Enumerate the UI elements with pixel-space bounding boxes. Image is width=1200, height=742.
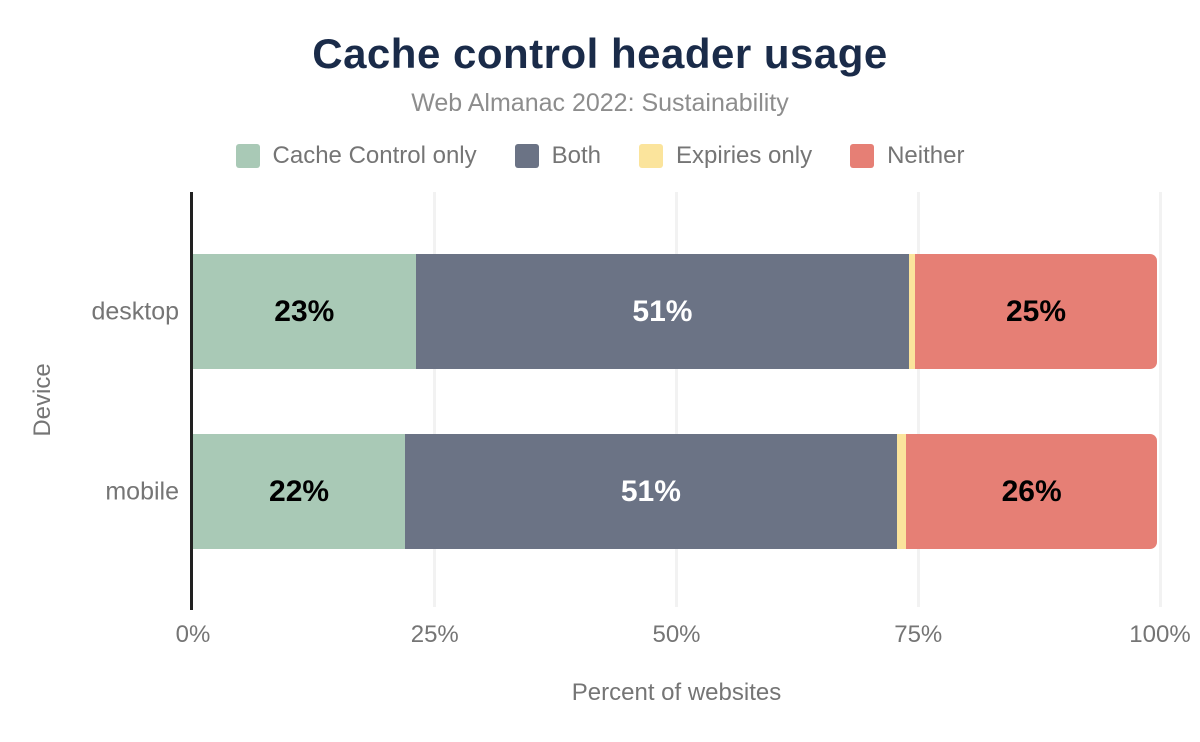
chart-subtitle: Web Almanac 2022: Sustainability [411, 89, 789, 117]
plot-area: Percent of websites Device 0% 25% 50% 75% 10… [29, 192, 1191, 706]
bar-row: 22% 51% 26% [193, 434, 1157, 549]
legend-label: Cache Control only [272, 142, 477, 169]
bar-value-label: 23% [274, 294, 335, 328]
gridline [433, 192, 437, 607]
bar-segment: 51% [405, 434, 897, 549]
x-axis-title: Percent of websites [571, 679, 782, 706]
gridline [916, 192, 920, 607]
bar-segment: 51% [415, 254, 910, 369]
legend-item: Neither [850, 142, 964, 170]
legend-label: Neither [887, 142, 965, 169]
legend-swatch-icon [235, 144, 260, 168]
bar-value-label: 25% [1005, 294, 1067, 328]
bar-segment [909, 254, 916, 369]
category-label: desktop [91, 297, 179, 325]
legend-label: Expiries only [676, 142, 813, 169]
bar-segment: 22% [193, 434, 406, 549]
legend-swatch-icon [850, 144, 875, 168]
legend-item: Expiries only [639, 142, 812, 170]
x-tick-label: 50% [652, 621, 701, 648]
bar-value-label: 51% [620, 474, 681, 508]
gridline [1158, 192, 1162, 607]
gridline [675, 192, 678, 607]
legend-item: Both [514, 142, 602, 170]
legend-item: Cache Control only [235, 142, 477, 170]
chart-title: Cache control header usage [312, 30, 888, 77]
legend: Cache Control only Both Expiries only Neith… [0, 142, 1200, 170]
x-tick-label: 25% [410, 621, 459, 648]
y-axis-line [190, 192, 193, 610]
legend-swatch-icon [514, 144, 539, 168]
category-label: mobile [105, 477, 179, 505]
bar-segment: 25% [915, 254, 1157, 369]
bar-segment: 23% [193, 254, 416, 369]
bar-segment [896, 434, 907, 549]
legend-label: Both [551, 142, 602, 169]
x-tick-label: 75% [894, 621, 943, 648]
bar-value-label: 51% [632, 294, 693, 328]
legend-swatch-icon [639, 144, 664, 168]
x-tick-label: 0% [175, 621, 211, 648]
bar-row: 23% 51% 25% [193, 254, 1157, 369]
bar-segment: 26% [906, 434, 1157, 549]
bar-value-label: 22% [269, 474, 330, 508]
bar-value-label: 26% [1001, 474, 1062, 508]
y-axis-title: Device [29, 362, 56, 437]
x-tick-label: 100% [1129, 621, 1191, 648]
